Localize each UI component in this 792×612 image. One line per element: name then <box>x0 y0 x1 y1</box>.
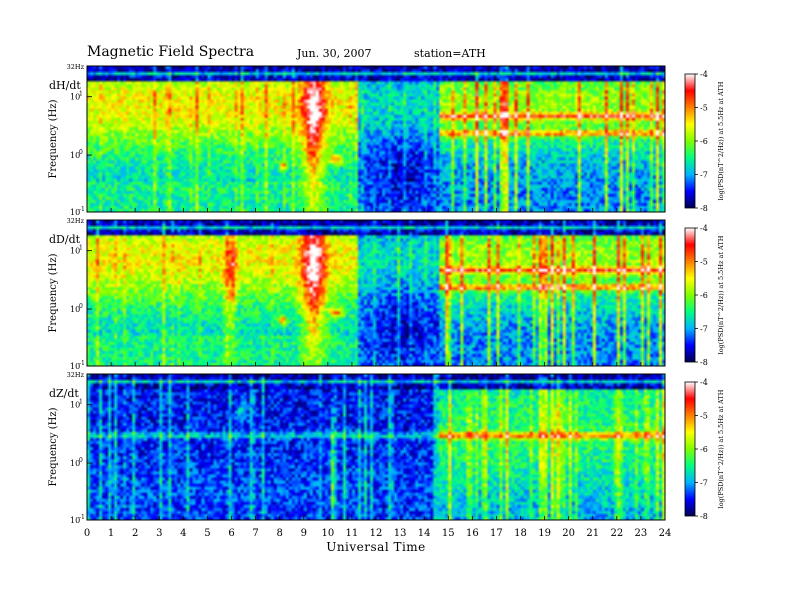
x-tick-label: 24 <box>659 528 672 539</box>
x-tick-label: 7 <box>252 528 258 539</box>
station-label: station=ATH <box>414 47 486 60</box>
x-tick-label: 4 <box>180 528 186 539</box>
colorbar-tick-label: -6 <box>700 445 708 454</box>
y-tick-exponent: 1 <box>79 399 83 406</box>
spectrogram-panel-2 <box>87 220 665 366</box>
colorbar-tick-label: -5 <box>700 412 708 421</box>
y-tick-exponent: 0 <box>79 149 83 156</box>
x-tick-label: 20 <box>562 528 575 539</box>
x-tick-label: 15 <box>442 528 455 539</box>
x-tick-label: 22 <box>610 528 623 539</box>
colorbar-tick-label: -7 <box>700 171 708 180</box>
colorbar-tick-label: -8 <box>700 512 708 521</box>
colorbar <box>684 381 696 517</box>
y-axis-label: Frequency (Hz) <box>48 407 59 486</box>
colorbar <box>684 227 696 363</box>
y-axis-label: Frequency (Hz) <box>48 253 59 332</box>
x-tick-label: 13 <box>394 528 407 539</box>
x-tick-label: 21 <box>586 528 599 539</box>
x-tick-label: 11 <box>346 528 359 539</box>
y-tick-exponent: 1 <box>79 91 83 98</box>
x-tick-label: 1 <box>108 528 114 539</box>
figure-title: Magnetic Field Spectra <box>87 44 255 60</box>
colorbar-tick-label: -7 <box>700 325 708 334</box>
x-tick-label: 23 <box>635 528 648 539</box>
x-tick-label: 2 <box>132 528 138 539</box>
y-tick-label: 10 <box>70 459 80 468</box>
y-tick-exponent: -1 <box>79 514 85 521</box>
x-axis-label: Universal Time <box>326 540 426 554</box>
y-tick-top: 32Hz <box>67 371 85 379</box>
x-tick-label: 0 <box>84 528 90 539</box>
panel-label: dZ/dt <box>49 387 79 400</box>
y-tick-exponent: 0 <box>79 303 83 310</box>
x-tick-label: 6 <box>228 528 234 539</box>
x-tick-label: 3 <box>156 528 162 539</box>
x-tick-label: 9 <box>301 528 307 539</box>
colorbar-label: log(PSD(nT^2/Hz)) at 5.5Hz at ATH <box>717 81 725 200</box>
colorbar-tick-label: -5 <box>700 104 708 113</box>
y-tick-label: 10 <box>70 151 80 160</box>
x-tick-label: 18 <box>514 528 527 539</box>
panel-label: dH/dt <box>49 79 81 92</box>
colorbar <box>684 73 696 209</box>
panel-label: dD/dt <box>49 233 81 246</box>
x-tick-label: 5 <box>204 528 210 539</box>
y-tick-label: 10 <box>70 516 80 525</box>
colorbar-tick-label: -4 <box>700 224 708 233</box>
colorbar-tick-label: -4 <box>700 378 708 387</box>
y-tick-top: 32Hz <box>67 63 85 71</box>
y-tick-exponent: -1 <box>79 360 85 367</box>
x-tick-label: 8 <box>276 528 282 539</box>
x-tick-label: 19 <box>538 528 551 539</box>
y-tick-label: 10 <box>70 401 80 410</box>
x-tick-label: 12 <box>370 528 383 539</box>
x-tick-label: 17 <box>490 528 503 539</box>
y-tick-label: 10 <box>70 305 80 314</box>
colorbar-tick-label: -6 <box>700 291 708 300</box>
spectrogram-panel-1 <box>87 66 665 212</box>
colorbar-label: log(PSD(nT^2/Hz)) at 5.5Hz at ATH <box>717 389 725 508</box>
colorbar-tick-label: -7 <box>700 479 708 488</box>
y-axis-label: Frequency (Hz) <box>48 99 59 178</box>
y-tick-exponent: 1 <box>79 245 83 252</box>
colorbar-tick-label: -8 <box>700 358 708 367</box>
y-tick-exponent: -1 <box>79 206 85 213</box>
colorbar-tick-label: -4 <box>700 70 708 79</box>
x-tick-label: 16 <box>466 528 479 539</box>
x-tick-label: 14 <box>418 528 431 539</box>
spectrogram-panel-3 <box>87 374 665 520</box>
y-tick-label: 10 <box>70 362 80 371</box>
colorbar-label: log(PSD(nT^2/Hz)) at 5.5Hz at ATH <box>717 235 725 354</box>
y-tick-label: 10 <box>70 247 80 256</box>
y-tick-top: 32Hz <box>67 217 85 225</box>
colorbar-tick-label: -5 <box>700 258 708 267</box>
x-tick-label: 10 <box>321 528 334 539</box>
figure-date: Jun. 30, 2007 <box>297 47 372 60</box>
y-tick-label: 10 <box>70 93 80 102</box>
colorbar-tick-label: -6 <box>700 137 708 146</box>
y-tick-exponent: 0 <box>79 457 83 464</box>
colorbar-tick-label: -8 <box>700 204 708 213</box>
y-tick-label: 10 <box>70 208 80 217</box>
